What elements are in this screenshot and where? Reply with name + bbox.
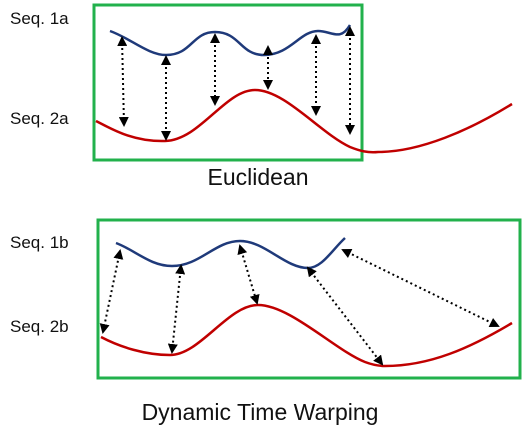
euclidean-seq1-curve bbox=[109, 24, 352, 57]
dtw-link bbox=[99, 249, 124, 334]
euclidean-panel: Seq. 1a Seq. 2a Euclidean bbox=[10, 3, 513, 190]
dtw-seq2-curve bbox=[100, 303, 513, 368]
euclidean-seq1-label: Seq. 1a bbox=[10, 9, 69, 28]
dtw-seq1-curve bbox=[115, 237, 346, 270]
euclidean-frame bbox=[92, 3, 364, 162]
dtw-seq1-label: Seq. 1b bbox=[10, 233, 69, 252]
dtw-seq2-label: Seq. 2b bbox=[10, 317, 69, 336]
euclidean-seq2-curve bbox=[95, 88, 513, 154]
euclidean-seq2-label: Seq. 2a bbox=[10, 109, 69, 128]
dtw-link bbox=[341, 249, 500, 327]
dtw-frame bbox=[96, 218, 522, 380]
dtw-link bbox=[167, 264, 186, 354]
euclidean-link bbox=[117, 36, 129, 127]
dtw-panel: Seq. 1b Seq. 2b Dynamic Time Warping bbox=[10, 218, 522, 425]
dtw-caption: Dynamic Time Warping bbox=[142, 399, 379, 425]
euclidean-caption: Euclidean bbox=[207, 164, 308, 190]
dtw-links bbox=[99, 244, 500, 366]
euclidean-links bbox=[117, 26, 355, 141]
dtw-link bbox=[237, 244, 260, 305]
